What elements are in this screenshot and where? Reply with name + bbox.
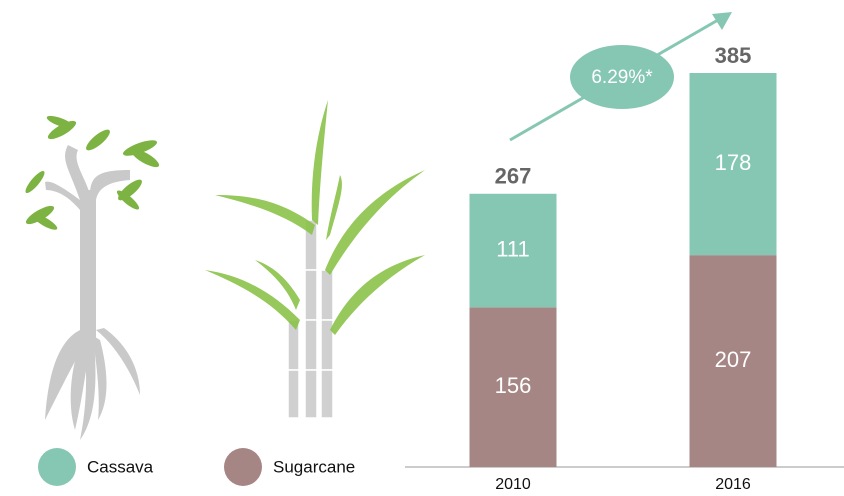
legend-label: Sugarcane	[273, 457, 355, 476]
value-label: 111	[496, 236, 529, 261]
x-tick-label: 2010	[495, 476, 531, 493]
cassava-illustration	[23, 113, 161, 440]
growth-label: 6.29%*	[591, 67, 653, 88]
value-label: 156	[495, 373, 532, 398]
total-label: 385	[715, 43, 752, 68]
page: 6.29%* 156 111 267 2010 207 178 385 2016 Cassava…	[0, 0, 844, 496]
chart: 6.29%* 156 111 267 2010 207 178 385 2016 Cassava…	[0, 0, 844, 496]
legend-swatch	[38, 448, 76, 486]
legend-swatch	[224, 448, 262, 486]
legend-label: Cassava	[87, 457, 154, 476]
value-label: 207	[715, 347, 752, 372]
sugarcane-illustration	[205, 100, 425, 418]
x-tick-label: 2016	[715, 476, 751, 493]
value-label: 178	[715, 150, 752, 175]
total-label: 267	[495, 164, 532, 189]
